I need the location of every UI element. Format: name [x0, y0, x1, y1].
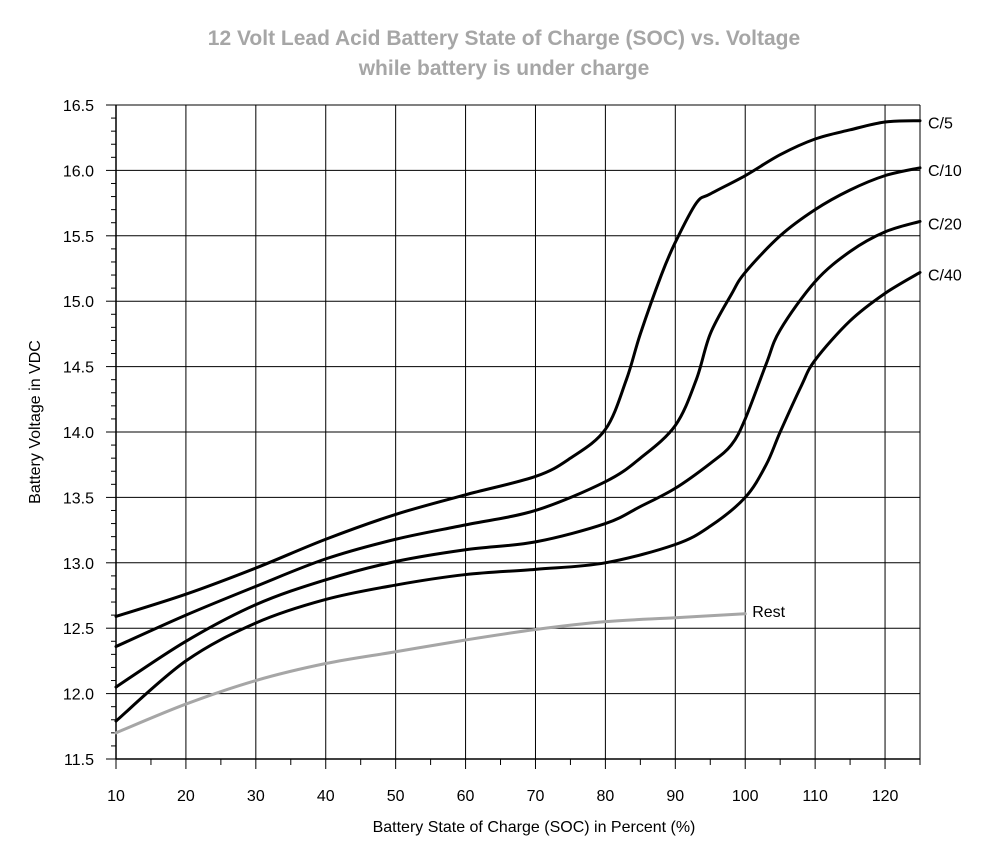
x-tick-label: 120: [872, 788, 899, 805]
series-label-c-10: C/10: [928, 163, 962, 180]
chart-title: 12 Volt Lead Acid Battery State of Charg…: [207, 27, 801, 50]
series-line-c-20: [114, 219, 922, 689]
y-tick-label: 16.0: [63, 163, 94, 180]
x-tick-label: 100: [732, 788, 759, 805]
x-tick-label: 40: [317, 788, 335, 805]
series-label-rest: Rest: [752, 604, 785, 621]
series-label-c-5: C/5: [928, 116, 953, 133]
x-tick-label: 20: [177, 788, 195, 805]
y-tick-label: 15.0: [63, 294, 94, 311]
x-tick-label: 80: [596, 788, 614, 805]
series-line-c-40: [114, 270, 922, 723]
y-tick-label: 16.5: [63, 98, 94, 115]
series-line-c-10: [114, 166, 922, 649]
x-tick-label: 90: [666, 788, 684, 805]
y-tick-label: 14.0: [63, 425, 94, 442]
y-tick-label: 11.5: [64, 752, 94, 769]
x-tick-label: 60: [457, 788, 475, 805]
axis-layer: [106, 104, 921, 769]
grid-layer: [115, 104, 921, 760]
x-axis-title: Battery State of Charge (SOC) in Percent…: [373, 819, 696, 836]
y-tick-label: 12.5: [63, 621, 94, 638]
y-tick-label: 13.0: [63, 556, 94, 573]
label-layer: 10 20 30 40 50 60 70 80 90 100 110 120 11.5 12.0 12.5 1…: [63, 98, 962, 805]
y-axis-title: Battery Voltage in VDC: [27, 340, 44, 504]
series-line-rest: [114, 612, 747, 735]
y-tick-label: 15.5: [63, 229, 94, 246]
y-tick-label: 14.5: [63, 360, 94, 377]
x-tick-label: 50: [387, 788, 405, 805]
series-label-c-20: C/20: [928, 216, 962, 233]
chart-subtitle: while battery is under charge: [358, 57, 650, 80]
series-line-c-5: [114, 119, 922, 618]
x-tick-label: 110: [802, 788, 828, 805]
y-tick-label: 13.5: [63, 490, 94, 507]
x-tick-label: 30: [247, 788, 265, 805]
x-tick-label: 70: [527, 788, 545, 805]
y-tick-label: 12.0: [63, 687, 94, 704]
x-tick-label: 10: [107, 788, 125, 805]
series-label-c-40: C/40: [928, 267, 962, 284]
series-layer: [114, 119, 922, 735]
